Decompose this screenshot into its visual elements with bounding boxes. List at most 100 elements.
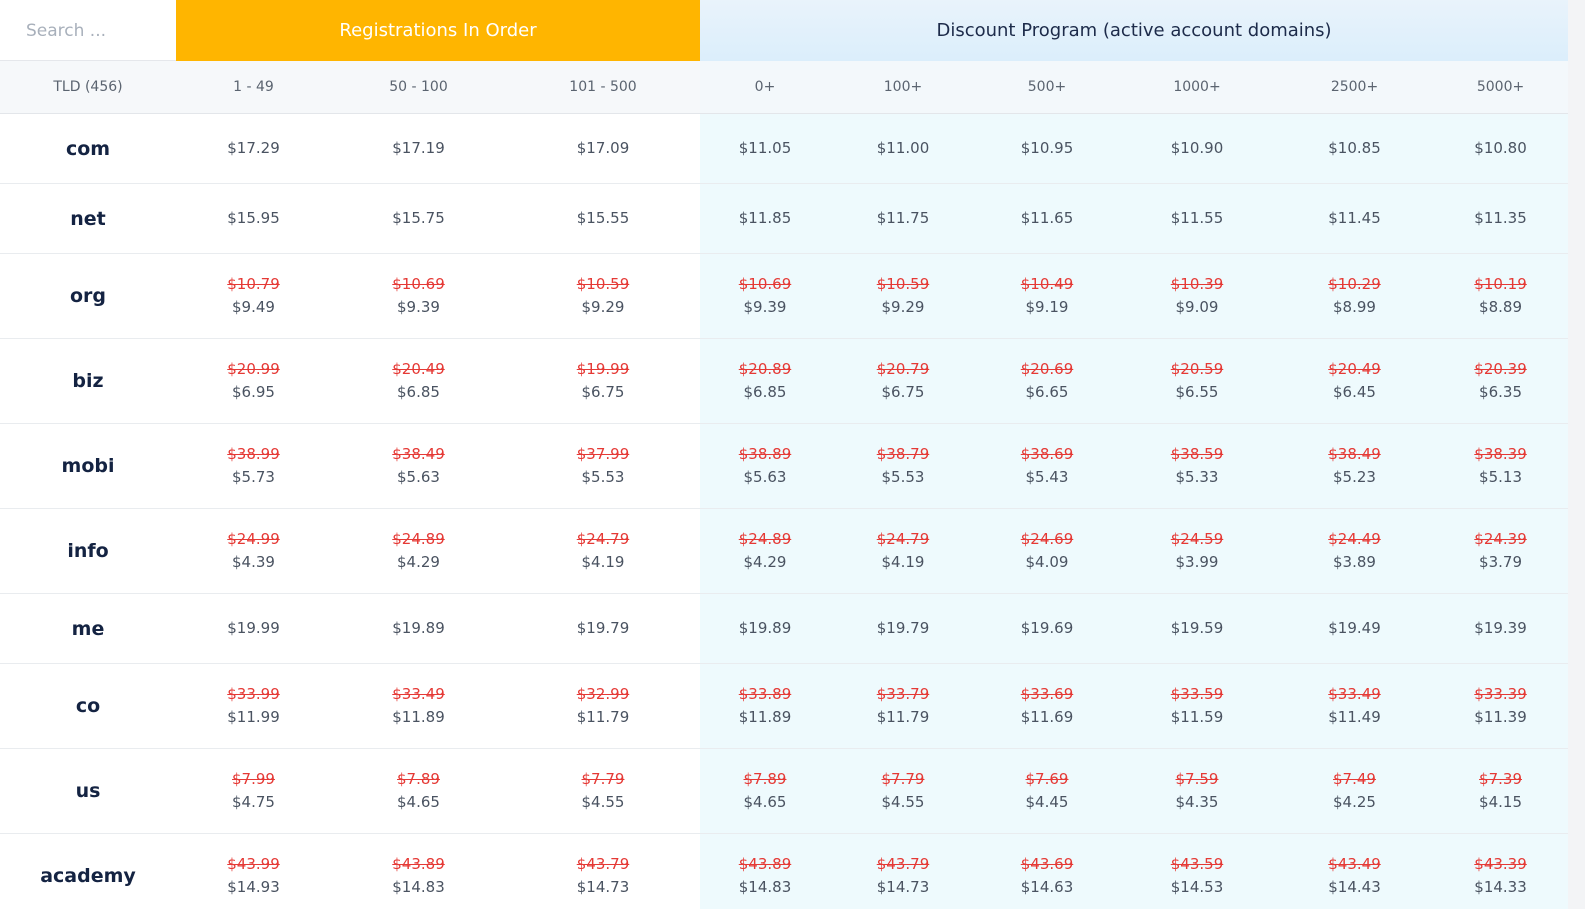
price-cell: $43.79 $14.73 [506,834,700,909]
current-price: $8.99 [1333,298,1376,316]
price-cell: $10.49 $9.19 [976,253,1118,339]
price-cell: $38.99 $5.73 [176,423,331,509]
tld-column-header[interactable]: TLD (456) [0,61,176,114]
price-cell: $19.89 [700,593,830,664]
current-price: $19.79 [876,619,930,637]
current-price: $19.59 [1170,619,1224,637]
current-price: $11.05 [738,139,792,157]
old-price: $43.49 [1328,855,1381,873]
current-price: $17.09 [576,139,630,157]
price-cell: $10.80 [1433,113,1568,184]
price-cell: $43.89 $14.83 [700,834,830,909]
current-price: $3.89 [1333,553,1376,571]
current-price: $11.85 [738,209,792,227]
price-cell: $24.89 $4.29 [331,508,506,594]
tier-header-5000-plus: 5000+ [1433,61,1568,114]
old-price: $20.39 [1474,360,1527,378]
current-price: $9.49 [232,298,275,316]
price-cell: $20.49 $6.85 [331,338,506,424]
price-cell: $33.99 $11.99 [176,663,331,749]
price-cell: $11.00 [830,113,976,184]
current-price: $4.19 [581,553,625,571]
price-cell: $33.39 $11.39 [1433,663,1568,749]
price-cell: $19.89 [331,593,506,664]
current-price: $15.55 [576,209,630,227]
price-cell: $43.79 $14.73 [830,834,976,909]
tld-name: info [0,508,176,594]
current-price: $8.89 [1479,298,1522,316]
old-price: $19.99 [576,360,630,378]
current-price: $14.33 [1474,878,1527,896]
price-cell: $10.19 $8.89 [1433,253,1568,339]
current-price: $14.73 [876,878,930,896]
current-price: $11.89 [392,708,445,726]
price-cell: $37.99 $5.53 [506,423,700,509]
scrollbar-track[interactable] [1568,0,1585,909]
current-price: $14.83 [738,878,792,896]
current-price: $6.85 [397,383,440,401]
price-cell: $17.09 [506,113,700,184]
current-price: $11.45 [1328,209,1381,227]
old-price: $38.99 [227,445,280,463]
old-price: $33.79 [876,685,930,703]
current-price: $9.29 [581,298,625,316]
price-cell: $7.89 $4.65 [700,748,830,834]
group-header-row: Registrations In Order Discount Program … [0,0,1568,61]
old-price: $7.79 [581,770,625,788]
price-cell: $10.59 $9.29 [830,253,976,339]
price-cell: $11.65 [976,183,1118,254]
price-cell: $15.75 [331,183,506,254]
old-price: $10.29 [1328,275,1381,293]
price-cell: $38.59 $5.33 [1118,423,1276,509]
current-price: $5.63 [397,468,440,486]
old-price: $7.79 [881,770,925,788]
current-price: $11.79 [576,708,630,726]
tld-name: co [0,663,176,749]
old-price: $43.39 [1474,855,1527,873]
table-row: org $10.79 $9.49 $10.69 $9.39 $10.59 $9.29 $10.… [0,253,1568,339]
old-price: $24.59 [1170,530,1224,548]
current-price: $11.39 [1474,708,1527,726]
old-price: $24.79 [876,530,930,548]
tld-name: biz [0,338,176,424]
old-price: $32.99 [576,685,630,703]
table-row: me $19.99 $19.89 $19.79 $19.89 $19.79 $19.69 $1… [0,593,1568,664]
current-price: $4.55 [581,793,625,811]
old-price: $7.89 [397,770,440,788]
current-price: $5.23 [1333,468,1376,486]
price-cell: $38.49 $5.63 [331,423,506,509]
price-cell: $24.59 $3.99 [1118,508,1276,594]
current-price: $14.83 [392,878,445,896]
current-price: $4.65 [743,793,787,811]
price-cell: $10.39 $9.09 [1118,253,1276,339]
current-price: $19.79 [576,619,630,637]
current-price: $5.43 [1025,468,1069,486]
old-price: $38.89 [738,445,792,463]
price-cell: $17.29 [176,113,331,184]
price-cell: $38.39 $5.13 [1433,423,1568,509]
current-price: $9.09 [1175,298,1219,316]
old-price: $7.69 [1025,770,1069,788]
tier-header-2500-plus: 2500+ [1276,61,1433,114]
old-price: $38.79 [876,445,930,463]
price-cell: $10.95 [976,113,1118,184]
current-price: $4.65 [397,793,440,811]
old-price: $7.39 [1479,770,1522,788]
price-cell: $20.59 $6.55 [1118,338,1276,424]
price-cell: $10.59 $9.29 [506,253,700,339]
price-cell: $10.69 $9.39 [331,253,506,339]
current-price: $11.89 [738,708,792,726]
table-row: academy $43.99 $14.93 $43.89 $14.83 $43.79 $14… [0,834,1568,909]
search-input[interactable] [24,9,178,52]
table-row: info $24.99 $4.39 $24.89 $4.29 $24.79 $4.19 $24… [0,508,1568,594]
old-price: $33.69 [1020,685,1074,703]
price-cell: $7.79 $4.55 [830,748,976,834]
current-price: $3.79 [1479,553,1522,571]
price-cell: $11.45 [1276,183,1433,254]
current-price: $9.19 [1025,298,1069,316]
price-cell: $20.69 $6.65 [976,338,1118,424]
price-cell: $20.49 $6.45 [1276,338,1433,424]
tld-name: com [0,113,176,184]
table-row: us $7.99 $4.75 $7.89 $4.65 $7.79 $4.55 $7.89 $4.… [0,748,1568,834]
current-price: $19.69 [1020,619,1074,637]
